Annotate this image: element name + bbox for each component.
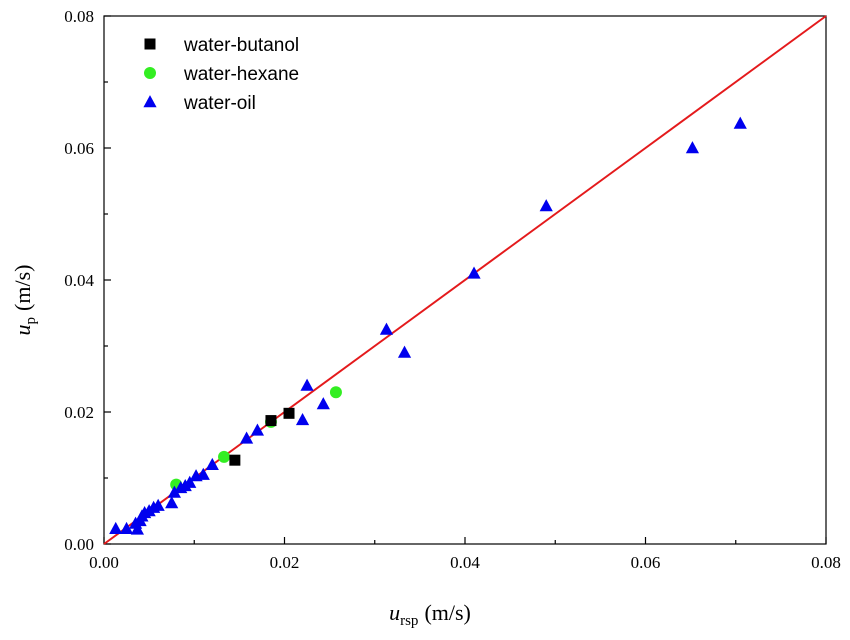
legend-marker-water-oil xyxy=(143,95,157,108)
y-tick-label: 0.08 xyxy=(64,7,94,26)
x-tick-label: 0.04 xyxy=(450,553,480,572)
water-butanol-point xyxy=(265,415,277,427)
water-oil-point xyxy=(467,266,481,279)
x-tick-label: 0.06 xyxy=(631,553,661,572)
water-oil-point xyxy=(539,199,553,212)
y-tick-label: 0.06 xyxy=(64,139,94,158)
water-hexane-point xyxy=(329,386,342,399)
x-tick-label: 0.00 xyxy=(89,553,119,572)
y-tick-label: 0.02 xyxy=(64,403,94,422)
water-oil-point xyxy=(685,141,700,154)
water-oil-point xyxy=(239,431,254,444)
water-oil-point xyxy=(119,521,134,535)
water-oil-point xyxy=(379,322,394,335)
water-oil-point xyxy=(295,412,310,426)
water-hexane-point xyxy=(218,450,231,463)
water-oil-point xyxy=(250,423,265,436)
y-tick-label: 0.00 xyxy=(64,535,94,554)
water-butanol-point xyxy=(229,454,241,466)
water-oil-point xyxy=(151,498,165,511)
x-tick-label: 0.08 xyxy=(811,553,841,572)
water-oil-point xyxy=(165,496,179,509)
legend-marker-water-hexane xyxy=(144,67,156,79)
water-oil-point xyxy=(109,521,123,535)
water-oil-point xyxy=(167,485,181,498)
water-oil-point xyxy=(733,116,747,129)
water-oil-point xyxy=(316,397,330,410)
x-axis-label: ursp (m/s) xyxy=(389,600,471,629)
legend-label: water-butanol xyxy=(183,35,299,56)
y-tick-label: 0.04 xyxy=(64,271,94,290)
legend-label: water-hexane xyxy=(183,64,299,85)
water-oil-point xyxy=(183,475,197,488)
water-oil-point xyxy=(397,345,412,358)
x-tick-label: 0.02 xyxy=(270,553,300,572)
data-points xyxy=(109,116,747,535)
water-oil-point xyxy=(300,378,314,391)
legend-marker-water-butanol xyxy=(144,38,156,50)
legend: water-butanol water-hexane water-oil xyxy=(143,35,299,114)
water-oil-point xyxy=(205,457,219,470)
legend-label: water-oil xyxy=(183,93,256,114)
water-oil-point xyxy=(130,522,144,535)
water-oil-point xyxy=(196,467,210,480)
y-axis-label: up(m/s) xyxy=(10,265,39,336)
water-butanol-point xyxy=(283,407,295,419)
axis-ticks: 0.00 0.02 0.04 0.06 0.08 0.00 0.02 0.04 0.06 0.08 xyxy=(64,7,841,572)
